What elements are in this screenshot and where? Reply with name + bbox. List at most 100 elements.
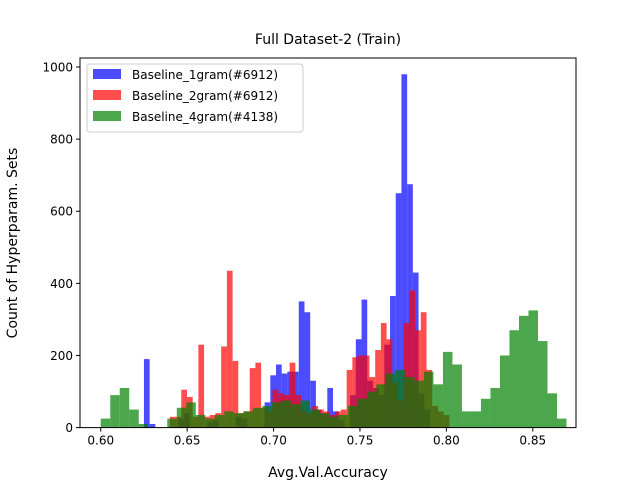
y-tick-label: 200 [50,349,73,363]
histogram-bar [390,295,396,428]
y-tick-label: 400 [50,277,73,291]
histogram-bar [518,315,529,428]
series-3-bars [100,310,567,428]
histogram-bar [176,407,187,428]
histogram-bar [346,369,353,428]
histogram-bar [143,359,150,428]
histogram-bar [252,407,263,428]
histogram-bar [319,413,329,428]
histogram-bar [224,411,234,428]
y-tick-label: 600 [50,205,73,219]
histogram-bar [395,369,405,428]
histogram-bar [409,290,416,428]
legend-label: Baseline_4gram(#4138) [132,110,278,124]
legend-label: Baseline_1gram(#6912) [132,68,278,82]
histogram-bar [414,380,424,428]
histogram-bar [442,351,453,428]
histogram-bar [528,310,538,428]
histogram-bar [289,362,296,428]
histogram-bar [385,373,396,428]
histogram-bar [309,409,320,428]
histogram-bar [328,416,339,428]
y-axis-label: Count of Hyperparam. Sets [5,148,21,339]
y-axis-ticks: 0 200 400 600 800 1000 [42,61,80,435]
x-tick-label: 0.65 [174,434,201,448]
histogram-bar [433,384,443,428]
histogram-bar [298,301,305,428]
histogram-bar [401,74,408,428]
chart-title: Full Dataset-2 (Train) [255,32,401,48]
y-tick-label: 0 [65,421,73,435]
histogram-bars [100,74,567,428]
histogram-bar [347,405,358,428]
histogram-bar [338,414,348,428]
legend-box [86,63,304,133]
histogram-bar [243,411,253,428]
histogram-bar [233,413,244,428]
histogram-bar [403,323,410,428]
histogram-bar [198,344,205,428]
histogram-bar [271,402,282,428]
histogram-bar [499,355,510,428]
legend-swatch [93,111,121,121]
histogram-bar [310,380,316,428]
x-tick-label: 0.80 [433,434,460,448]
histogram-bar [110,395,120,428]
y-tick-label: 1000 [42,61,73,75]
histogram-bar [509,330,519,428]
histogram-bar [380,323,387,428]
histogram-bar [186,402,196,428]
x-tick-label: 0.75 [347,434,374,448]
histogram-bar [415,330,421,428]
x-tick-label: 0.70 [260,434,287,448]
histogram-bar [480,398,491,428]
histogram-bar [129,409,139,428]
histogram-bar [221,346,227,428]
histogram-bar [556,418,567,428]
legend: Baseline_1gram(#6912) Baseline_2gram(#691… [86,63,304,133]
histogram-bar [281,400,291,428]
x-tick-label: 0.85 [519,434,546,448]
histogram-bar [461,411,472,428]
histogram-bar [423,371,434,428]
histogram-bar [366,391,377,428]
histogram-bar [226,270,233,428]
histogram-bar [214,414,225,428]
histogram-bar [358,355,364,428]
histogram-bar [304,312,311,428]
histogram-bar [420,312,427,428]
legend-items: Baseline_1gram(#6912) Baseline_2gram(#691… [93,68,278,124]
histogram-bar [537,341,548,428]
y-tick-label: 800 [50,133,73,147]
x-axis-ticks: 0.60 0.65 0.70 0.75 0.80 0.85 [87,427,546,448]
histogram-bar [100,418,111,428]
histogram-bar [404,377,415,428]
legend-label: Baseline_2gram(#6912) [132,89,278,103]
histogram-bar [290,404,301,428]
histogram-bar [395,193,402,428]
histogram-bar [300,400,310,428]
histogram-bar [205,418,215,428]
histogram-bar [167,418,177,428]
histogram-bar [471,411,481,428]
histogram-bar [363,355,370,428]
histogram-bar [249,368,256,428]
histogram-bar [327,387,334,428]
histogram-bar [195,414,206,428]
histogram-bar [119,387,130,428]
x-axis-label: Avg.Val.Accuracy [268,465,388,480]
plot-frame [79,57,577,429]
histogram-bar [376,384,386,428]
legend-swatch [93,69,121,79]
histogram-bar [490,387,500,428]
histogram-bar [149,423,156,428]
histogram-bar [262,405,272,428]
histogram-bar [547,393,557,428]
histogram-bar [357,398,367,428]
histogram-bar [138,423,149,428]
legend-swatch [93,90,121,100]
histogram-bar [352,357,359,428]
x-tick-label: 0.60 [87,434,114,448]
histogram-bar [452,364,462,428]
